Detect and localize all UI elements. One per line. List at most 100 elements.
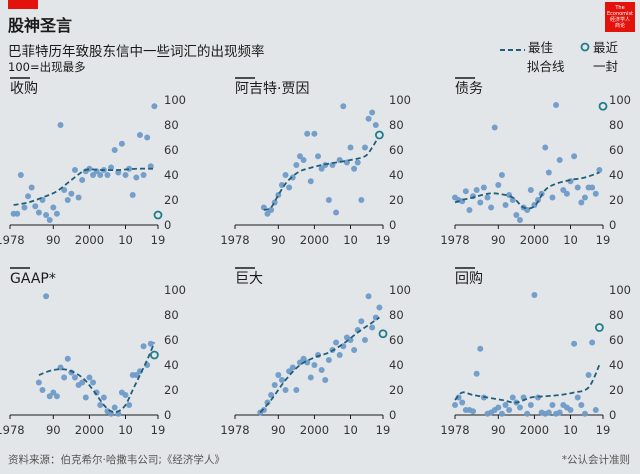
- y-tick-label: 80: [389, 308, 404, 322]
- panel-5: 巨大 1978 90 2000 10 19 100 80 60 40 20 0: [220, 267, 411, 437]
- x-tick-label: 2000: [520, 233, 549, 247]
- y-tick-label: 0: [609, 408, 616, 422]
- data-point: [452, 402, 458, 408]
- data-point: [581, 194, 588, 201]
- data-point: [111, 404, 118, 411]
- y-tick-label: 100: [389, 283, 411, 297]
- data-point: [560, 187, 567, 193]
- x-tick-label: 1978: [440, 423, 469, 437]
- panel-2: 阿吉特·贾因 1978 90 2000 10 19 100 80 60 40 20 0: [220, 77, 411, 247]
- data-point: [50, 204, 57, 211]
- data-point: [506, 407, 513, 413]
- x-tick-label: 90: [271, 233, 286, 247]
- data-point: [151, 103, 158, 110]
- data-point: [480, 184, 487, 191]
- data-point: [300, 157, 307, 163]
- data-point: [488, 204, 495, 211]
- y-tick-label: 100: [164, 93, 186, 107]
- data-point: [46, 217, 53, 223]
- x-tick-label: 2000: [75, 233, 104, 247]
- y-tick-label: 80: [609, 118, 624, 132]
- data-point: [477, 345, 484, 352]
- data-point: [289, 364, 296, 371]
- data-point: [126, 402, 133, 408]
- data-point: [118, 140, 125, 147]
- data-point: [147, 340, 154, 347]
- data-point: [502, 202, 509, 208]
- data-point: [122, 172, 129, 178]
- data-point: [498, 410, 505, 417]
- data-point: [531, 292, 538, 298]
- x-tick-label: 19: [596, 233, 611, 247]
- legend-latest-label-2: 一封: [593, 59, 618, 74]
- data-point: [325, 197, 332, 203]
- x-tick-label: 90: [46, 233, 61, 247]
- panel-title: 巨大: [235, 271, 263, 287]
- data-point: [589, 339, 596, 346]
- data-point: [484, 194, 491, 201]
- data-point: [64, 197, 71, 203]
- y-tick-label: 100: [609, 283, 631, 297]
- data-point: [289, 174, 296, 181]
- trend-line: [454, 364, 601, 404]
- y-tick-label: 20: [164, 383, 179, 397]
- x-tick-label: 90: [491, 233, 506, 247]
- data-point: [46, 393, 53, 400]
- latest-point: [594, 323, 604, 332]
- trend-line: [263, 134, 381, 211]
- x-tick-label: 1978: [0, 423, 25, 437]
- data-point: [318, 367, 325, 373]
- data-point: [53, 210, 60, 217]
- data-point: [144, 134, 151, 141]
- x-tick-label: 1978: [220, 423, 249, 437]
- data-point: [278, 377, 285, 383]
- data-point: [542, 144, 549, 151]
- data-point: [28, 184, 35, 191]
- data-point: [61, 187, 68, 193]
- y-tick-label: 20: [609, 383, 624, 397]
- data-point: [473, 370, 480, 377]
- y-tick-label: 0: [609, 218, 616, 232]
- y-tick-label: 100: [164, 283, 186, 297]
- data-point: [545, 169, 552, 176]
- y-tick-label: 60: [164, 143, 179, 157]
- panel-title: 债务: [455, 81, 483, 97]
- data-point: [524, 410, 531, 417]
- x-tick-label: 10: [343, 423, 358, 437]
- data-point: [365, 293, 372, 300]
- data-point: [369, 109, 376, 116]
- brand-red-tab: [8, 0, 38, 9]
- page-subtitle: 巴菲特历年致股东信中一些词汇的出现频率: [8, 44, 265, 60]
- x-tick-label: 10: [343, 233, 358, 247]
- data-point: [43, 212, 50, 218]
- data-point: [282, 172, 289, 178]
- data-point: [581, 410, 588, 417]
- data-point: [527, 402, 534, 408]
- y-tick-label: 40: [609, 358, 624, 372]
- logo-line-1: The: [615, 5, 625, 11]
- data-point: [14, 210, 21, 217]
- data-point: [71, 167, 78, 173]
- data-point: [129, 192, 136, 198]
- legend-trend-label-1: 最佳: [528, 40, 553, 55]
- trend-line: [454, 171, 600, 210]
- data-point: [293, 162, 300, 168]
- data-point: [104, 172, 111, 178]
- data-point: [260, 407, 267, 413]
- data-point: [136, 368, 143, 375]
- x-tick-label: 1978: [220, 233, 249, 247]
- x-tick-label: 1978: [0, 233, 25, 247]
- data-point: [304, 130, 311, 137]
- logo-line-3: 经济学人: [609, 17, 630, 23]
- panel-4: GAAP* 1978 90 2000 10 19 100 80 60 40 20 0: [0, 267, 186, 437]
- data-point: [133, 174, 140, 181]
- data-point: [108, 164, 115, 171]
- y-tick-label: 0: [389, 408, 396, 422]
- source-note: 资料来源：伯克希尔·哈撒韦公司;《经济学人》: [8, 454, 225, 466]
- data-point: [462, 188, 469, 195]
- data-point: [318, 165, 325, 172]
- x-tick-label: 90: [46, 423, 61, 437]
- data-point: [354, 159, 361, 166]
- x-tick-label: 10: [563, 423, 578, 437]
- economist-logo: The Economist 经济学人 商论: [605, 2, 635, 32]
